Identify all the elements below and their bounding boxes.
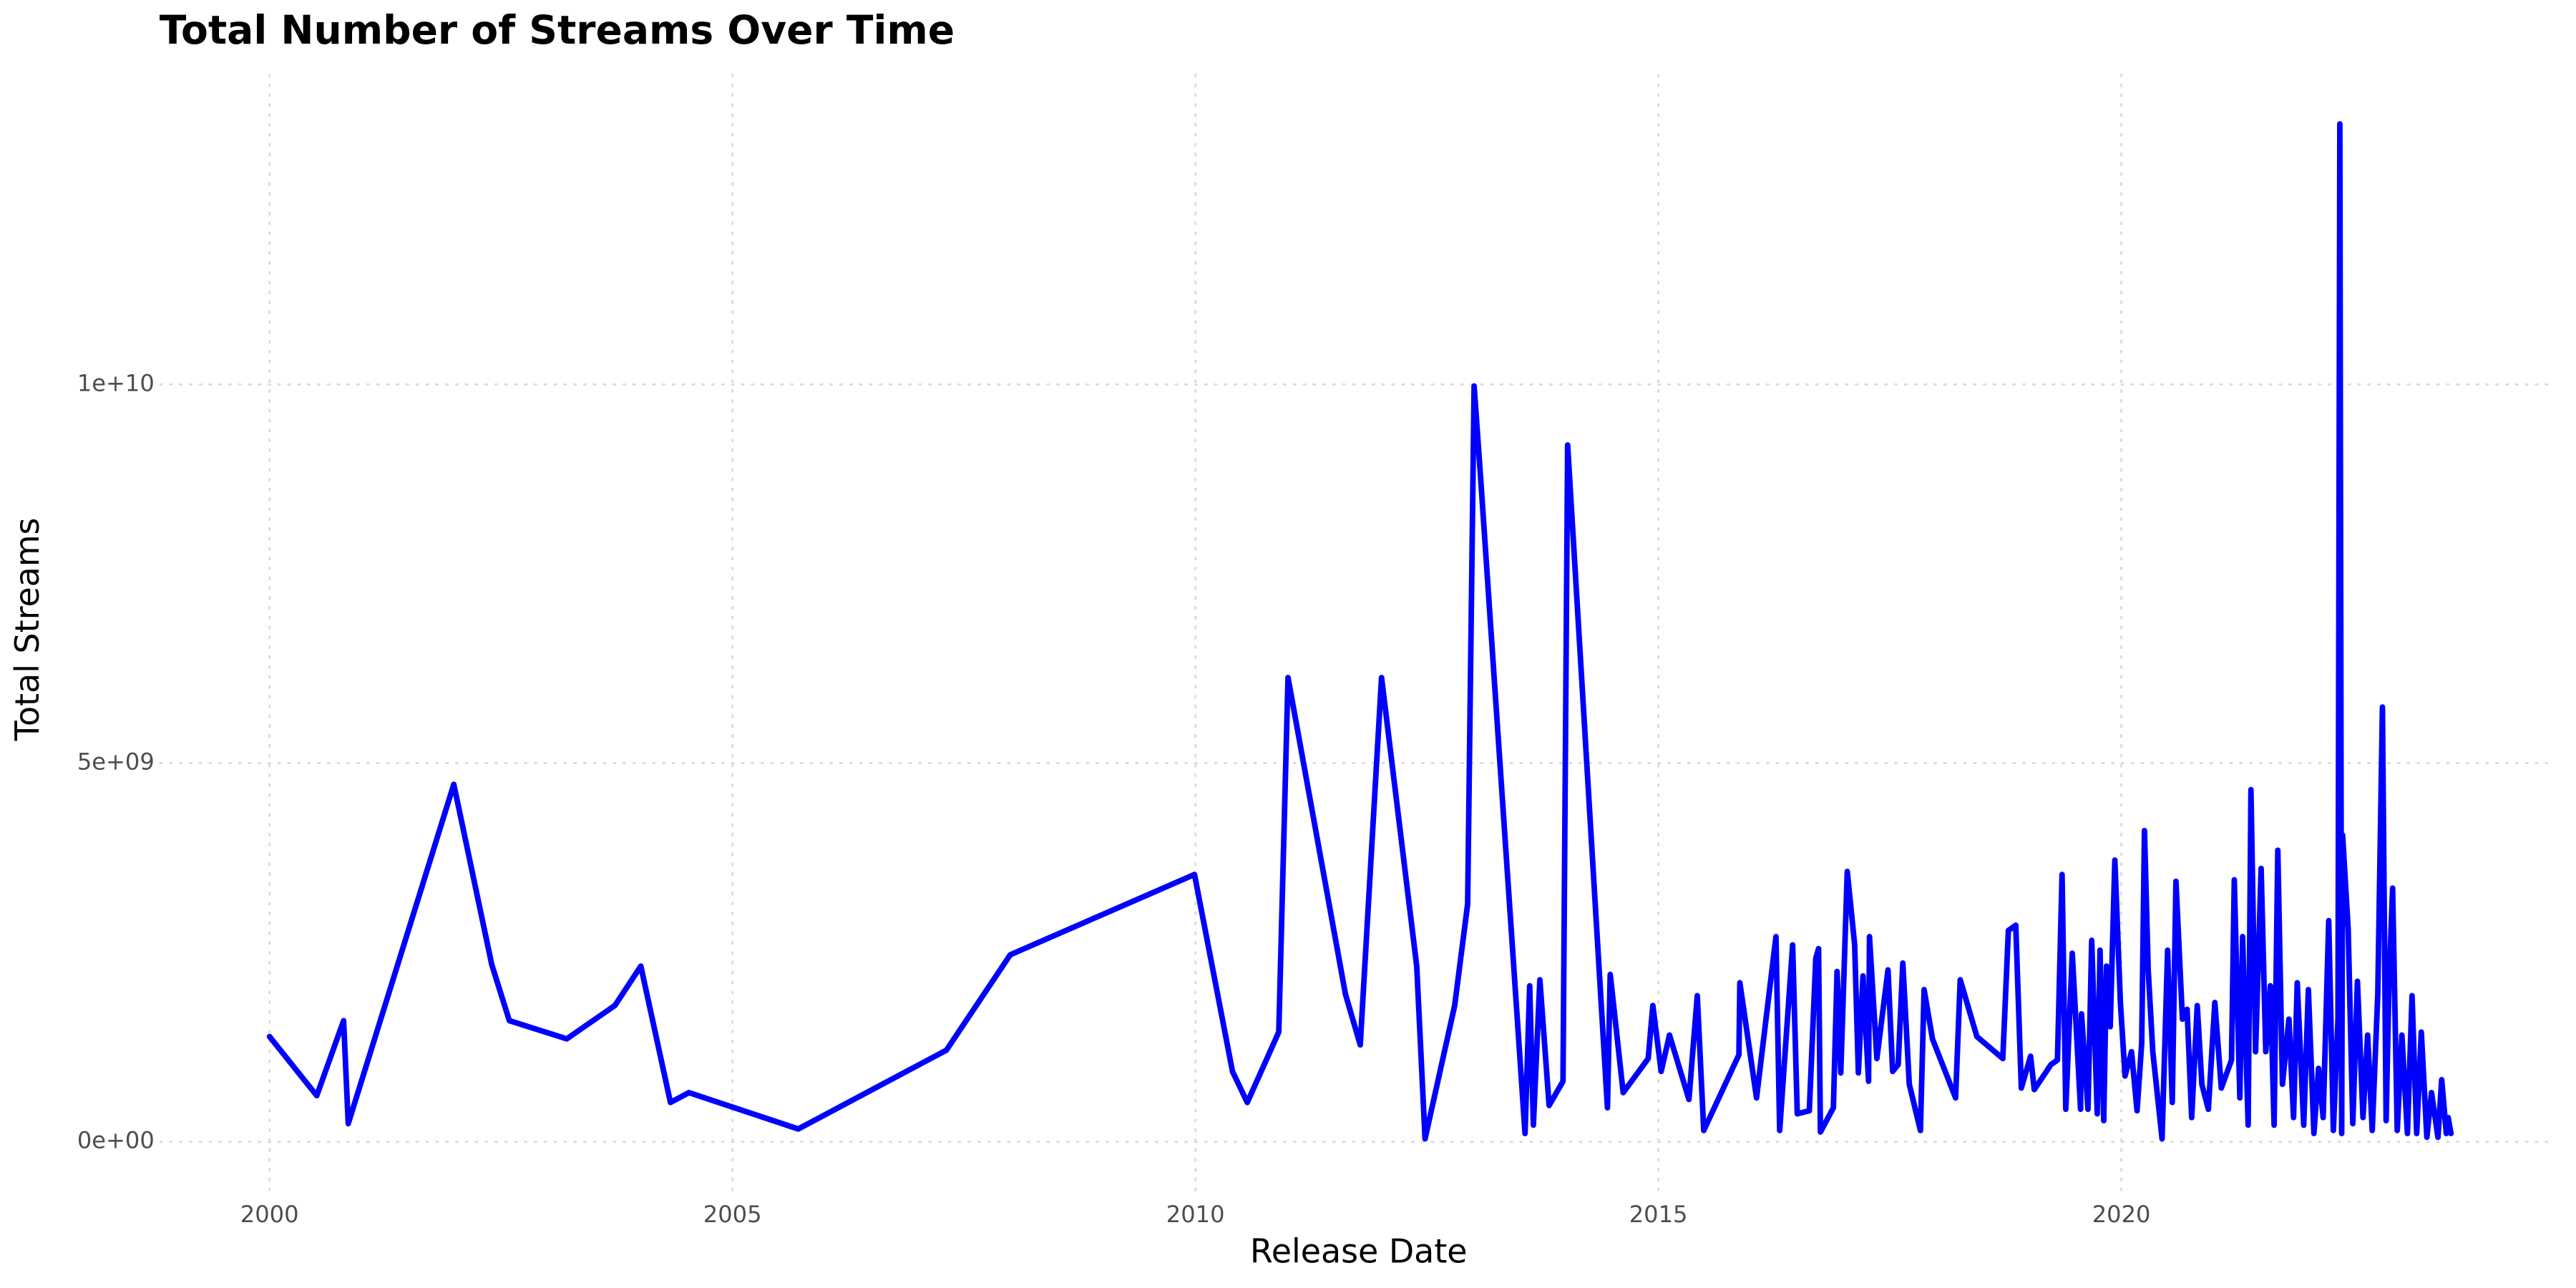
- line: [266, 121, 2454, 1142]
- y-axis-title: Total Streams: [8, 517, 47, 741]
- chart-title: Total Number of Streams Over Time: [160, 7, 955, 53]
- y-tick-label: 0e+00: [77, 1127, 155, 1154]
- x-tick-label: 2015: [1629, 1201, 1688, 1228]
- y-tick-label: 5e+09: [77, 748, 155, 776]
- plot: [266, 121, 2454, 1142]
- x-tick-label: 2010: [1166, 1201, 1225, 1228]
- y-tick-label: 1e+10: [77, 369, 155, 396]
- x-axis-title: Release Date: [1250, 1231, 1468, 1270]
- grid: 0e+00 5e+09 1e+10 2000 2005 2010 2015 2020: [77, 74, 2555, 1228]
- x-tick-label: 2005: [703, 1201, 762, 1228]
- x-tick-label: 2000: [240, 1201, 299, 1228]
- x-tick-label: 2020: [2092, 1201, 2151, 1228]
